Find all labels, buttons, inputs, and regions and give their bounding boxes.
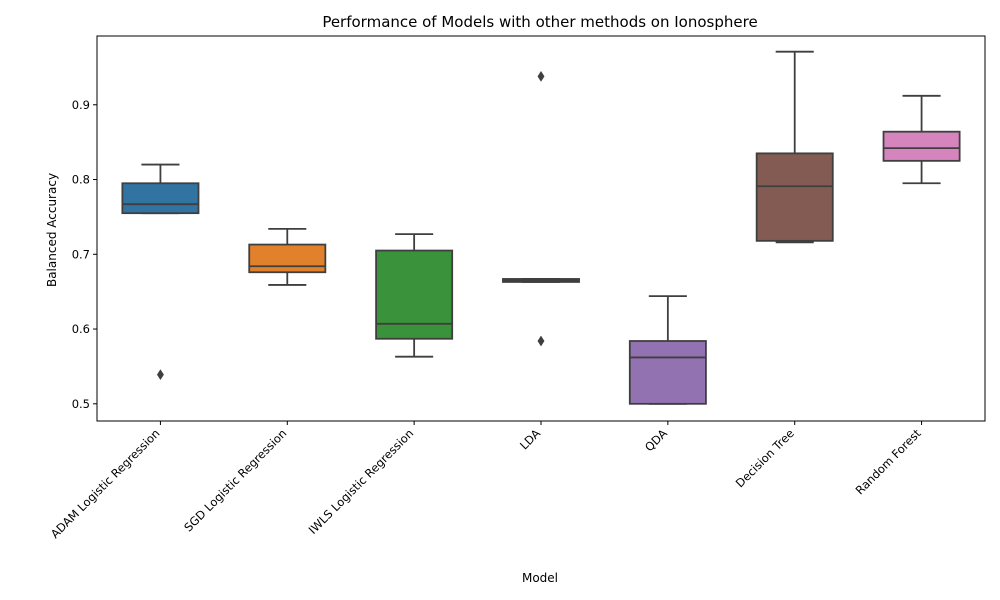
x-tick-label: QDA bbox=[642, 426, 670, 454]
outlier-point bbox=[537, 70, 545, 82]
chart-title: Performance of Models with other methods… bbox=[322, 13, 757, 31]
y-axis-label: Balanced Accuracy bbox=[45, 173, 59, 287]
x-tick-label: Decision Tree bbox=[733, 426, 797, 490]
x-tick-label: LDA bbox=[517, 426, 543, 452]
y-tick-label: 0.6 bbox=[72, 322, 90, 336]
y-tick-label: 0.5 bbox=[72, 397, 90, 411]
box-adam-logistic-regression bbox=[121, 182, 200, 215]
y-tick-label: 0.7 bbox=[72, 247, 90, 261]
box-qda bbox=[628, 340, 707, 405]
y-tick-label: 0.8 bbox=[72, 173, 90, 187]
outlier-point bbox=[537, 335, 545, 347]
x-tick-label: ADAM Logistic Regression bbox=[48, 426, 163, 541]
x-axis-label: Model bbox=[522, 571, 558, 585]
box-random-forest bbox=[882, 130, 961, 162]
outlier-point bbox=[156, 369, 164, 381]
box-decision-tree bbox=[755, 152, 834, 242]
plot-area: 0.5 0.6 0.7 0.8 0.9 ADAM Logistic Regression S… bbox=[48, 50, 961, 541]
axes-frame bbox=[96, 35, 986, 422]
box-iwls-logistic-regression bbox=[375, 249, 454, 340]
x-tick-label: SGD Logistic Regression bbox=[181, 426, 289, 534]
x-tick-label: IWLS Logistic Regression bbox=[306, 426, 417, 537]
box-sgd-logistic-regression bbox=[248, 243, 327, 274]
y-tick-label: 0.9 bbox=[72, 98, 90, 112]
x-tick-label: Random Forest bbox=[853, 426, 924, 497]
